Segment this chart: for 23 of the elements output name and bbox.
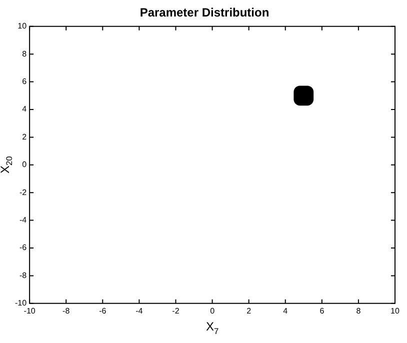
x-tick-label: -8 xyxy=(62,306,70,316)
x-tick-label: 0 xyxy=(210,306,216,316)
x-tick-label: 4 xyxy=(283,306,288,316)
y-tick-label: -10 xyxy=(15,298,28,308)
x-tick-label: 8 xyxy=(356,306,362,316)
y-tick-label: 4 xyxy=(22,104,28,114)
y-tick-label: -8 xyxy=(19,270,28,280)
y-tick-label: 10 xyxy=(18,22,28,31)
x-tick-label: 2 xyxy=(246,306,252,316)
y-tick-label: -6 xyxy=(19,243,28,252)
x-tick-label: -4 xyxy=(136,306,144,316)
x-tick-label: 10 xyxy=(390,306,400,316)
y-tick-label: -2 xyxy=(19,188,28,197)
y-tick-label: 6 xyxy=(22,77,28,86)
x-tick-label: -6 xyxy=(99,306,107,316)
chart-title: Parameter Distribution xyxy=(140,6,270,20)
y-tick-label: 2 xyxy=(22,132,28,142)
y-axis-title: X20 xyxy=(0,156,14,174)
y-tick-label: 8 xyxy=(22,49,28,58)
y-tick-label: 0 xyxy=(22,160,28,170)
x-tick-label: -2 xyxy=(172,306,180,316)
y-tick-label: -4 xyxy=(19,216,28,225)
x-tick-label: 6 xyxy=(320,306,325,316)
